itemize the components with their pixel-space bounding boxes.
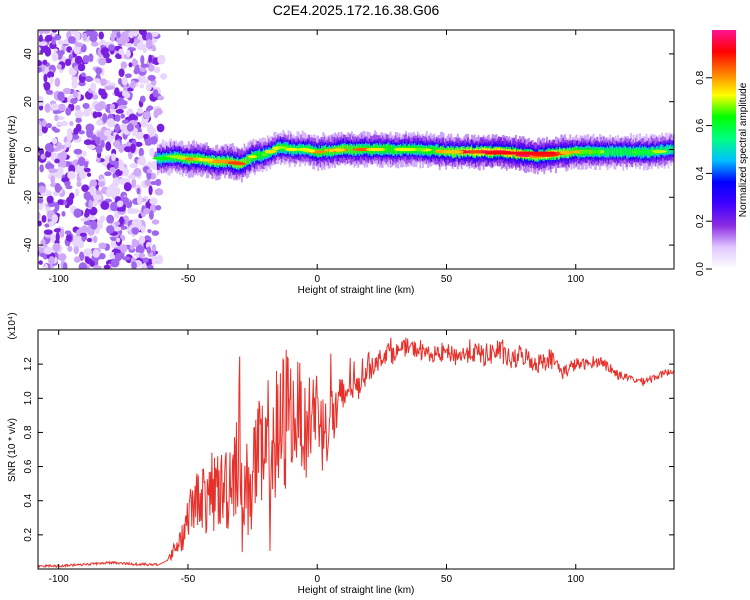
spectrogram-panel: -100 -50 0 50 100 -40 -20 0 20 40 Height of stra… xyxy=(7,29,675,296)
spectrogram-x-tick-label: 100 xyxy=(567,274,584,285)
spectrogram-x-tick-label: 0 xyxy=(314,274,320,285)
snr-x-tick-label: 100 xyxy=(567,574,584,585)
colorbar-tick-label: 0.8 xyxy=(695,70,706,84)
snr-y-tick-label: 0.2 xyxy=(23,527,34,541)
spectrogram-x-label: Height of straight line (km) xyxy=(298,285,415,296)
colorbar-tick-label: 0.6 xyxy=(695,118,706,132)
spectrogram-x-tick-label: -100 xyxy=(49,274,69,285)
spectrogram-y-tick-label: 0 xyxy=(23,146,34,152)
noise-region xyxy=(38,30,168,269)
colorbar-tick-label: 0.0 xyxy=(695,262,706,276)
spectrogram-y-tick-label: -40 xyxy=(23,237,34,252)
snr-plot xyxy=(38,337,674,569)
spectrogram-x-tick-label: 50 xyxy=(441,274,453,285)
ridge-hotspots xyxy=(152,145,667,166)
snr-y-ticks: 0.2 0.4 0.6 0.8 1.0 1.2 xyxy=(23,357,674,542)
ridge-peak-band xyxy=(485,151,556,155)
spectrogram-x-tick-label: -50 xyxy=(181,274,196,285)
colorbar: 0.0 0.2 0.4 0.6 0.8 Normalized spectral ampl… xyxy=(695,30,749,276)
snr-frame xyxy=(37,329,675,570)
spectrogram-y-tick-label: 40 xyxy=(23,48,34,60)
snr-y-tick-label: 0.6 xyxy=(23,459,34,473)
figure-title: C2E4.2025.172.16.38.G06 xyxy=(273,2,440,18)
spectrogram-image xyxy=(38,30,674,269)
snr-y-label: SNR (10 * v/v) xyxy=(7,418,18,482)
spectrogram-y-tick-label: 20 xyxy=(23,96,34,108)
colorbar-bar xyxy=(712,30,736,269)
snr-y-tick-label: 0.8 xyxy=(23,425,34,439)
snr-x-tick-label: 0 xyxy=(314,574,320,585)
snr-panel: -100 -50 0 50 100 0.20.40.60.81.01.2 (x10⁴) … xyxy=(7,312,675,596)
snr-scale-label: (x10⁴) xyxy=(7,312,18,339)
snr-x-label: Height of straight line (km) xyxy=(298,585,415,596)
snr-x-tick-label: 50 xyxy=(441,574,453,585)
colorbar-tick-label: 0.2 xyxy=(695,214,706,228)
spectrogram-x-ticks: -100 -50 0 50 100 xyxy=(49,30,585,285)
spectrogram-y-tick-label: -20 xyxy=(23,190,34,205)
snr-series-line xyxy=(38,337,674,569)
snr-x-tick-label: -50 xyxy=(181,574,196,585)
spectrogram-y-ticks: -40 -20 0 20 40 xyxy=(23,48,674,252)
colorbar-ticks: 0.0 0.2 0.4 0.6 0.8 xyxy=(695,70,712,276)
spectrogram-y-label: Frequency (Hz) xyxy=(7,116,18,185)
snr-y-tick-label: 0.4 xyxy=(23,493,34,507)
snr-y-tick-label: 1.0 xyxy=(23,391,34,405)
snr-y-tick-label: 1.2 xyxy=(23,357,34,371)
colorbar-label: Normalized spectral amplitude xyxy=(738,82,749,217)
snr-x-ticks: -100 -50 0 50 100 xyxy=(49,330,585,585)
colorbar-tick-label: 0.4 xyxy=(695,166,706,180)
snr-x-tick-label: -100 xyxy=(49,574,69,585)
